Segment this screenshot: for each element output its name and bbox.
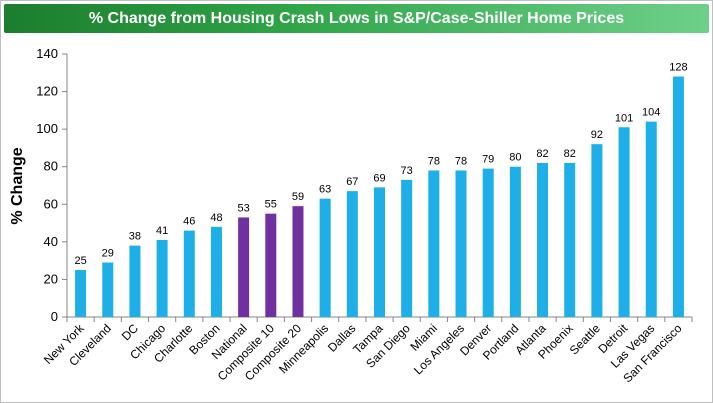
bar-seattle (591, 144, 603, 317)
data-labels: 25 29 38 41 46 48 53 55 59 63 67 69 73 78 78 79 80 82 82 92… (74, 62, 687, 267)
bar-san-diego (401, 179, 413, 317)
data-label: 63 (319, 184, 331, 196)
bar-san-francisco (672, 76, 684, 318)
bar-atlanta (537, 162, 549, 317)
bar-boston (210, 226, 222, 317)
data-label: 25 (74, 255, 86, 267)
data-label: 101 (615, 112, 633, 124)
bar-tampa (374, 187, 385, 317)
data-label: 128 (669, 62, 687, 74)
data-label: 82 (564, 148, 576, 160)
data-label: 104 (642, 107, 660, 119)
y-tick-label: 80 (44, 159, 58, 174)
data-label: 41 (156, 225, 168, 237)
bar-national (238, 217, 250, 317)
bar-dc (129, 245, 141, 317)
y-axis-label: % Change (9, 147, 26, 224)
bars (75, 76, 684, 318)
bar-miami (428, 170, 440, 317)
data-label: 78 (455, 155, 467, 167)
y-tick-label: 100 (36, 121, 58, 136)
bar-charlotte (183, 230, 195, 317)
bar-las-vegas (645, 121, 657, 317)
chart-title: % Change from Housing Crash Lows in S&P/… (88, 10, 625, 27)
bar-portland (509, 166, 521, 317)
bar-dallas (346, 191, 358, 317)
data-label: 67 (346, 176, 358, 188)
y-tick-label: 120 (36, 84, 58, 99)
bar-denver (482, 168, 494, 317)
data-label: 38 (129, 231, 141, 243)
data-label: 53 (238, 202, 250, 214)
data-label: 80 (509, 152, 521, 164)
y-tick-label: 140 (36, 46, 58, 61)
data-label: 69 (373, 172, 385, 184)
bar-cleveland (102, 262, 114, 317)
bar-chicago (156, 239, 168, 317)
data-label: 82 (536, 148, 548, 160)
data-label: 46 (183, 216, 195, 228)
title-bar: % Change from Housing Crash Lows in S&P/… (4, 4, 709, 33)
y-tick-label: 40 (44, 234, 58, 249)
bar-los-angeles (455, 170, 467, 317)
bar-composite-20 (292, 206, 304, 317)
category-label: Seattle (567, 321, 604, 358)
category-label: DC (119, 321, 141, 343)
bar-composite-10 (265, 213, 277, 317)
data-label: 48 (210, 212, 222, 224)
data-label: 78 (428, 155, 440, 167)
y-tick-label: 20 (44, 271, 58, 286)
data-label: 29 (102, 248, 114, 260)
bar-new-york (75, 270, 87, 317)
data-label: 73 (401, 165, 413, 177)
bar-phoenix (564, 162, 576, 317)
bar-detroit (618, 127, 630, 317)
data-label: 55 (265, 199, 277, 211)
data-label: 59 (292, 191, 304, 203)
data-label: 92 (591, 129, 603, 141)
axes: 0 20 40 60 80 100 120 140 (36, 46, 693, 324)
data-label: 79 (482, 154, 494, 166)
bar-minneapolis (319, 198, 331, 317)
y-tick-label: 60 (44, 196, 58, 211)
y-tick-label: 0 (51, 309, 58, 324)
